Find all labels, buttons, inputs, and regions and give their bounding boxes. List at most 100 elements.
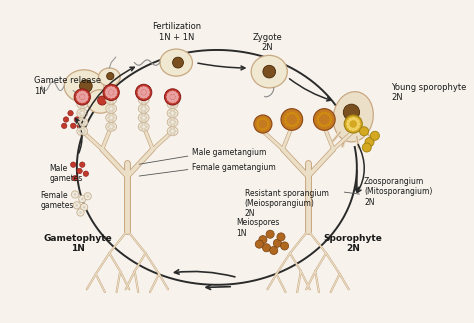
Circle shape (80, 80, 92, 92)
Circle shape (347, 125, 350, 129)
Circle shape (80, 94, 85, 99)
Circle shape (137, 90, 141, 94)
Circle shape (144, 95, 148, 98)
Circle shape (111, 114, 114, 117)
Circle shape (173, 100, 175, 103)
Circle shape (265, 127, 267, 129)
Ellipse shape (167, 127, 178, 136)
Circle shape (321, 125, 324, 127)
Circle shape (325, 112, 327, 114)
Circle shape (170, 114, 173, 117)
Circle shape (357, 122, 360, 126)
Circle shape (354, 127, 358, 130)
Circle shape (83, 99, 86, 103)
Circle shape (80, 105, 82, 108)
Circle shape (173, 128, 175, 130)
Circle shape (169, 103, 171, 106)
Circle shape (112, 116, 115, 119)
Circle shape (170, 94, 175, 99)
Circle shape (297, 118, 300, 121)
Circle shape (98, 96, 107, 105)
Circle shape (142, 95, 146, 99)
Circle shape (112, 125, 115, 128)
Circle shape (170, 123, 173, 126)
Circle shape (261, 118, 263, 120)
Ellipse shape (87, 90, 114, 113)
Circle shape (111, 123, 114, 126)
Circle shape (140, 125, 142, 128)
Circle shape (145, 107, 148, 110)
Circle shape (85, 95, 89, 99)
Circle shape (329, 121, 331, 124)
Circle shape (73, 175, 78, 181)
Circle shape (80, 109, 82, 112)
Circle shape (273, 239, 282, 247)
Circle shape (169, 91, 172, 95)
Circle shape (80, 100, 82, 103)
Circle shape (257, 125, 259, 128)
Circle shape (64, 117, 69, 122)
Circle shape (174, 103, 177, 106)
Circle shape (171, 99, 174, 103)
Text: Zygote
2N: Zygote 2N (253, 33, 283, 52)
Circle shape (77, 209, 84, 216)
Circle shape (82, 114, 85, 117)
Circle shape (80, 128, 82, 130)
Circle shape (141, 119, 144, 121)
Circle shape (109, 123, 111, 126)
Circle shape (258, 127, 261, 129)
Circle shape (75, 204, 78, 207)
Circle shape (286, 113, 289, 116)
Circle shape (285, 121, 287, 124)
Circle shape (169, 99, 172, 103)
Circle shape (78, 91, 82, 95)
Circle shape (103, 84, 119, 100)
Text: Female gametangium: Female gametangium (192, 163, 276, 172)
Circle shape (81, 198, 83, 200)
Circle shape (78, 99, 82, 103)
Circle shape (170, 128, 173, 130)
Circle shape (82, 119, 85, 121)
Circle shape (267, 120, 269, 123)
Ellipse shape (138, 95, 149, 104)
Circle shape (173, 114, 175, 117)
Circle shape (170, 132, 173, 135)
Circle shape (329, 118, 332, 121)
Circle shape (317, 118, 319, 121)
Circle shape (82, 100, 85, 103)
Circle shape (80, 123, 82, 126)
Text: Female
gametes: Female gametes (41, 191, 74, 211)
Circle shape (141, 128, 144, 130)
Circle shape (351, 128, 355, 131)
Ellipse shape (106, 113, 117, 122)
Ellipse shape (251, 55, 287, 88)
Circle shape (138, 93, 142, 97)
Circle shape (78, 130, 81, 133)
Circle shape (292, 125, 294, 127)
Circle shape (83, 130, 86, 133)
Circle shape (138, 88, 142, 92)
Circle shape (144, 123, 146, 126)
Circle shape (281, 109, 303, 130)
Ellipse shape (138, 113, 149, 122)
Text: Gametophyte
1N: Gametophyte 1N (44, 234, 112, 253)
Circle shape (82, 132, 85, 135)
Circle shape (349, 118, 352, 121)
Circle shape (317, 115, 320, 118)
Circle shape (80, 114, 82, 117)
Circle shape (346, 122, 350, 126)
Circle shape (296, 121, 299, 124)
Circle shape (319, 113, 321, 116)
Circle shape (349, 127, 352, 130)
Circle shape (73, 202, 81, 209)
Circle shape (170, 109, 173, 112)
Circle shape (145, 125, 148, 128)
Circle shape (145, 98, 148, 101)
Circle shape (169, 112, 171, 115)
Circle shape (170, 119, 173, 121)
Circle shape (319, 123, 321, 126)
Circle shape (114, 90, 118, 94)
Circle shape (80, 119, 82, 121)
Circle shape (173, 57, 183, 68)
Circle shape (292, 112, 294, 114)
